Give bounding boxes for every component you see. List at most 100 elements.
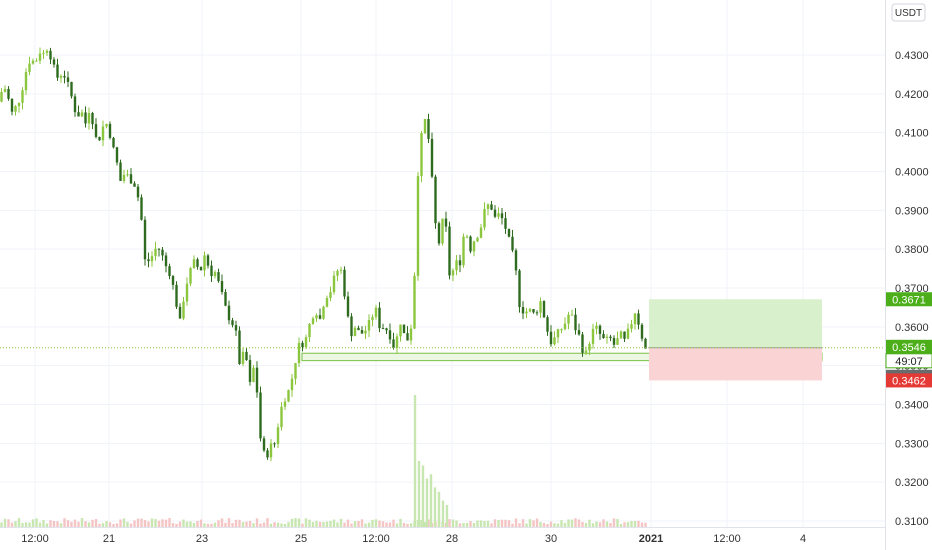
volume-bar [182, 519, 185, 527]
volume-bar [570, 519, 574, 527]
candle-body [217, 272, 220, 282]
candle-body [486, 204, 490, 209]
candle-body [444, 218, 448, 227]
volume-bar [469, 521, 472, 527]
volume-bar [420, 520, 423, 527]
volume-bar [381, 521, 385, 527]
candle-body [126, 174, 129, 176]
candle-body [280, 406, 283, 428]
price-axis[interactable]: 0.31000.32000.33000.34000.35000.36000.37… [895, 50, 929, 528]
position-zones[interactable] [301, 299, 823, 381]
volume-bar [462, 523, 465, 527]
candle-body [21, 90, 24, 103]
volume-bar [224, 522, 227, 527]
chart-grid [0, 0, 885, 527]
candle-body [353, 327, 357, 337]
candle-body [504, 218, 507, 229]
candle-body [434, 176, 437, 224]
candle-body [59, 75, 63, 78]
volume-bar [42, 520, 45, 527]
volume-bar [490, 523, 493, 527]
candle-body [241, 351, 245, 364]
candle-body [129, 174, 133, 184]
volume-bar [357, 521, 360, 527]
volume-bar [199, 519, 203, 527]
time-tick-label: 25 [295, 533, 307, 545]
candle-body [525, 311, 528, 314]
volume-bar [10, 522, 14, 527]
volume-bar [234, 519, 238, 527]
volume-bar [147, 521, 150, 527]
volume-bar [154, 519, 157, 527]
time-axis[interactable]: 12:00 21 23 25 12:00 28 30 2021 12:00 4 [21, 533, 806, 545]
candle-body [539, 301, 542, 313]
volume-bar [56, 521, 59, 527]
candle-body [479, 227, 483, 238]
candle-body [220, 281, 224, 293]
volume-bar [164, 519, 168, 527]
candle-body [42, 52, 45, 54]
volume-bar [483, 520, 486, 527]
candle-body [623, 331, 626, 339]
volume-bar [350, 523, 353, 527]
profit-target-zone[interactable] [649, 299, 822, 348]
volume-bar [343, 522, 346, 527]
currency-button[interactable]: USDT [891, 3, 926, 22]
volume-bar [360, 519, 364, 527]
candle-body [140, 197, 143, 220]
candle-body [619, 331, 623, 339]
volume-bar [633, 521, 637, 527]
time-tick-label: 30 [545, 533, 557, 545]
candle-body [325, 297, 329, 307]
volume-bar [591, 523, 595, 527]
time-tick-label: 2021 [639, 533, 663, 545]
volume-bar [539, 521, 542, 527]
candle-body [423, 119, 427, 134]
candle-body [528, 309, 532, 312]
volume-bar [472, 522, 476, 527]
volume-bar [325, 521, 329, 527]
volume-bar [210, 523, 213, 527]
candle-body [119, 162, 122, 181]
volume-bar [445, 505, 449, 527]
candle-body [542, 301, 546, 318]
candle-body [178, 306, 182, 319]
volume-bar [500, 519, 504, 527]
volume-bar [171, 522, 175, 527]
volume-bar [21, 522, 24, 527]
volume-bar [161, 519, 164, 527]
volume-bar [255, 518, 259, 527]
volume-bar [476, 520, 479, 527]
candle-body [276, 427, 280, 445]
candle-body [448, 226, 451, 276]
currency-button-label[interactable]: USDT [895, 8, 922, 19]
candle-body [35, 60, 38, 62]
volume-bar [595, 521, 598, 527]
volume-bar [612, 518, 616, 527]
candle-body [283, 401, 287, 407]
candle-body [378, 307, 381, 329]
volume-bar [245, 521, 248, 527]
volume-bar [17, 518, 21, 527]
candle-body [147, 259, 150, 262]
volume-bar [511, 523, 514, 527]
candle-body [553, 337, 556, 345]
volume-bar [283, 523, 287, 527]
volume-bar [626, 522, 630, 527]
candle-body [63, 75, 66, 78]
volume-bar [304, 518, 308, 527]
volume-bar [417, 461, 421, 527]
volume-bar [294, 518, 297, 527]
volume-bar [136, 518, 140, 527]
candle-body [430, 138, 434, 177]
volume-bar [353, 521, 357, 527]
volume-bar [28, 522, 31, 527]
candle-body [122, 174, 126, 181]
stop-loss-zone[interactable] [649, 347, 822, 381]
volume-bar [77, 521, 80, 527]
volume-bar [549, 521, 553, 527]
candle-body [308, 323, 311, 338]
volume-bar [448, 519, 451, 527]
candle-body [266, 450, 269, 458]
